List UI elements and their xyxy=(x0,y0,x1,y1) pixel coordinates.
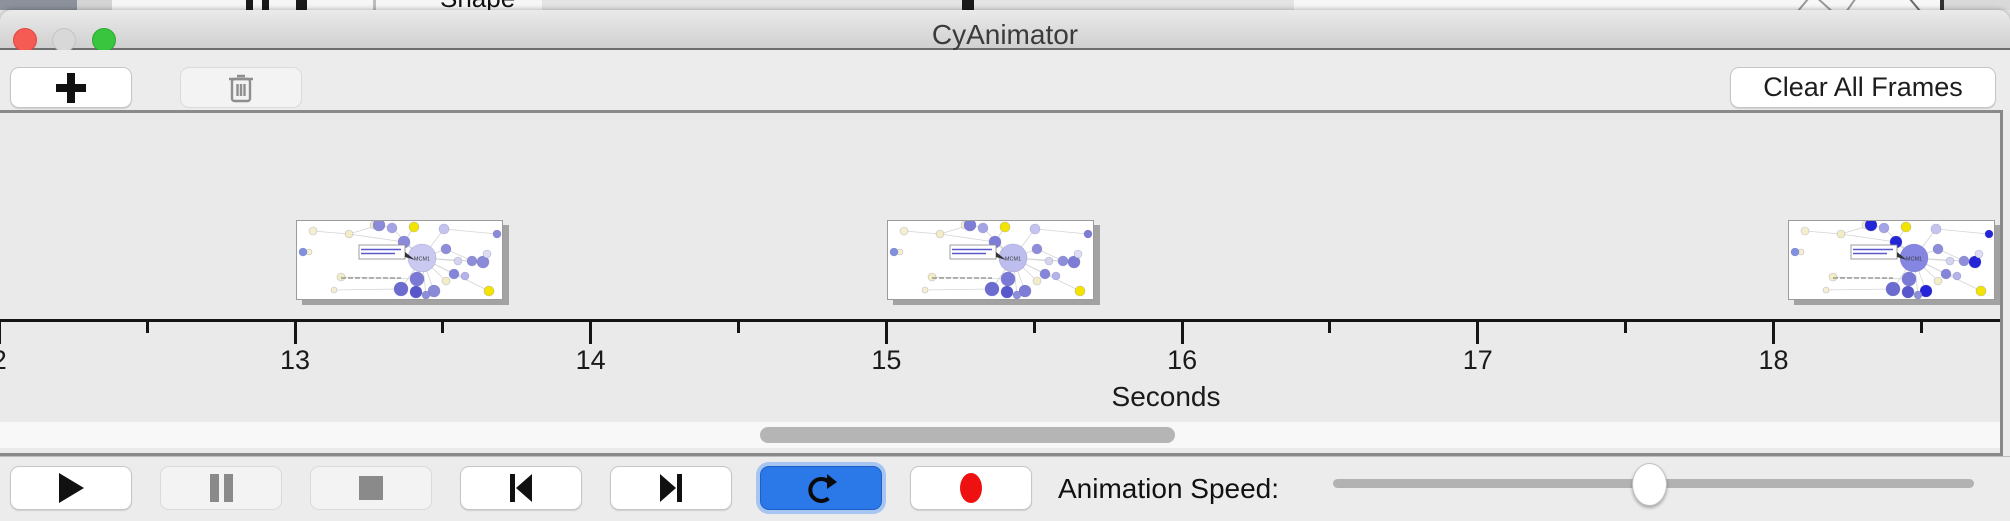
frame-thumbnail[interactable]: MCM1 xyxy=(1788,220,1995,300)
tick-minor xyxy=(737,322,741,333)
pause-button xyxy=(160,466,282,510)
tick-minor xyxy=(145,322,149,333)
tick-label: 14 xyxy=(575,345,606,375)
frame-toolbar: Clear All Frames xyxy=(0,50,2010,120)
background-glyph xyxy=(962,0,974,10)
tick-label: 13 xyxy=(279,345,311,375)
skip-to-end-button[interactable] xyxy=(610,466,732,510)
tick-major xyxy=(0,322,1,344)
background-segment xyxy=(0,0,77,10)
background-network-area xyxy=(1294,0,1941,10)
svg-text:MCM1: MCM1 xyxy=(1906,257,1922,263)
playback-control-bar: Animation Speed: xyxy=(0,456,2010,521)
skip-to-start-icon xyxy=(510,474,532,502)
background-window-strip: Shape xyxy=(0,0,2010,10)
tick-label: 15 xyxy=(871,345,902,375)
clear-all-frames-button[interactable]: Clear All Frames xyxy=(1730,67,1996,108)
title-bar: CyAnimator xyxy=(0,10,2010,52)
pause-icon xyxy=(210,474,233,502)
loop-button[interactable] xyxy=(760,466,882,510)
background-divider xyxy=(373,0,376,10)
play-button[interactable] xyxy=(10,466,132,510)
window-title: CyAnimator xyxy=(931,19,1079,50)
play-icon xyxy=(59,473,84,503)
tick-major xyxy=(1180,322,1184,344)
tick-minor xyxy=(1328,322,1332,333)
stop-icon xyxy=(359,476,383,500)
tick-major xyxy=(1476,322,1480,344)
background-segment xyxy=(974,0,1294,10)
tick-label: 2 xyxy=(0,345,7,376)
timeline-scrollbar-track[interactable] xyxy=(0,422,2000,448)
background-segment xyxy=(112,0,542,10)
skip-to-end-icon xyxy=(660,474,682,502)
add-frame-button[interactable] xyxy=(10,67,132,108)
axis-label: Seconds xyxy=(1111,381,1221,412)
record-icon xyxy=(960,473,982,503)
background-segment xyxy=(1944,0,2010,10)
timeline-scrollbar-thumb[interactable] xyxy=(760,427,1175,443)
tick-major xyxy=(589,322,593,344)
tick-label: 17 xyxy=(1462,345,1493,375)
background-shape-label: Shape xyxy=(440,0,560,10)
close-button[interactable] xyxy=(13,28,37,52)
background-divider xyxy=(1940,0,1944,10)
background-glyph xyxy=(262,0,269,10)
tick-label: 16 xyxy=(1167,345,1198,375)
animation-speed-slider-thumb[interactable] xyxy=(1632,463,1667,506)
tick-major xyxy=(1772,322,1775,344)
svg-text:MCM1: MCM1 xyxy=(414,257,430,263)
cyanimator-window: CyAnimator Clear All Frames MCM1 MCM1 MCM1… xyxy=(0,10,2010,521)
timeline-panel[interactable]: MCM1 MCM1 MCM1 2 13 14 15 16 17 18 Seconds xyxy=(0,110,2003,456)
frame-thumbnail[interactable]: MCM1 xyxy=(296,220,503,300)
svg-text:MCM1: MCM1 xyxy=(1005,257,1021,263)
delete-frame-button xyxy=(180,67,302,108)
trash-icon xyxy=(229,74,253,102)
tick-minor xyxy=(441,322,445,333)
timeline-axis xyxy=(0,319,2000,322)
tick-minor xyxy=(1032,322,1036,333)
animation-speed-label: Animation Speed: xyxy=(1058,473,1280,504)
loop-icon xyxy=(808,474,837,503)
tick-major xyxy=(884,322,888,344)
tick-label: 18 xyxy=(1758,345,1789,375)
skip-to-start-button[interactable] xyxy=(460,466,582,510)
stop-button xyxy=(310,466,432,510)
frame-thumbnail[interactable]: MCM1 xyxy=(887,220,1094,300)
plus-icon xyxy=(56,72,86,103)
record-button[interactable] xyxy=(910,466,1032,510)
background-segment xyxy=(77,0,112,10)
background-segment xyxy=(542,0,962,10)
tick-minor xyxy=(1919,322,1923,333)
background-glyph xyxy=(246,0,253,10)
tick-minor xyxy=(1624,322,1628,333)
background-glyph xyxy=(296,0,307,10)
minimize-button xyxy=(52,28,76,52)
tick-major xyxy=(293,322,297,344)
